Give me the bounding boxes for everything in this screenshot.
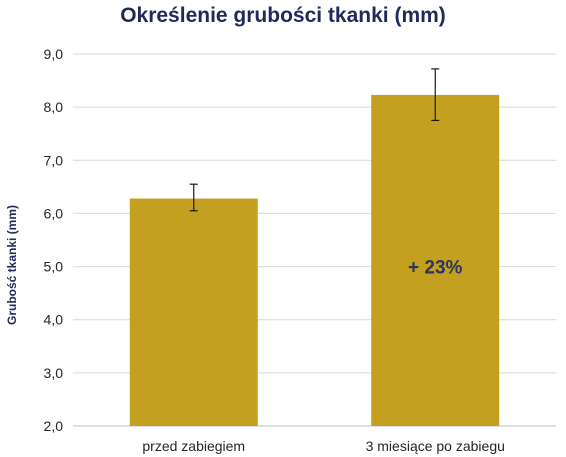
y-tick-label: 2,0: [44, 418, 64, 434]
y-tick-labels: 2,0 3,0 4,0 5,0 6,0 7,0 8,0 9,0: [44, 46, 64, 434]
bar: [371, 94, 500, 427]
y-tick-label: 8,0: [44, 99, 64, 115]
bars: [129, 94, 500, 427]
y-tick-label: 4,0: [44, 312, 64, 328]
y-tick-label: 6,0: [44, 205, 64, 221]
error-bars: [189, 68, 440, 212]
y-tick-label: 5,0: [44, 259, 64, 275]
bar-labels: + 23%: [408, 258, 463, 279]
y-tick-label: 9,0: [44, 46, 64, 62]
y-tick-label: 7,0: [44, 152, 64, 168]
y-tick-label: 3,0: [44, 365, 64, 381]
chart-title: Określenie grubości tkanki (mm): [120, 4, 446, 27]
x-tick-label: przed zabiegiem: [142, 438, 245, 454]
x-tick-labels: przed zabiegiem 3 miesiące po zabiegu: [142, 438, 505, 454]
bar: [129, 198, 258, 426]
bar-data-label: + 23%: [408, 258, 463, 279]
x-tick-label: 3 miesiące po zabiegu: [366, 438, 505, 454]
